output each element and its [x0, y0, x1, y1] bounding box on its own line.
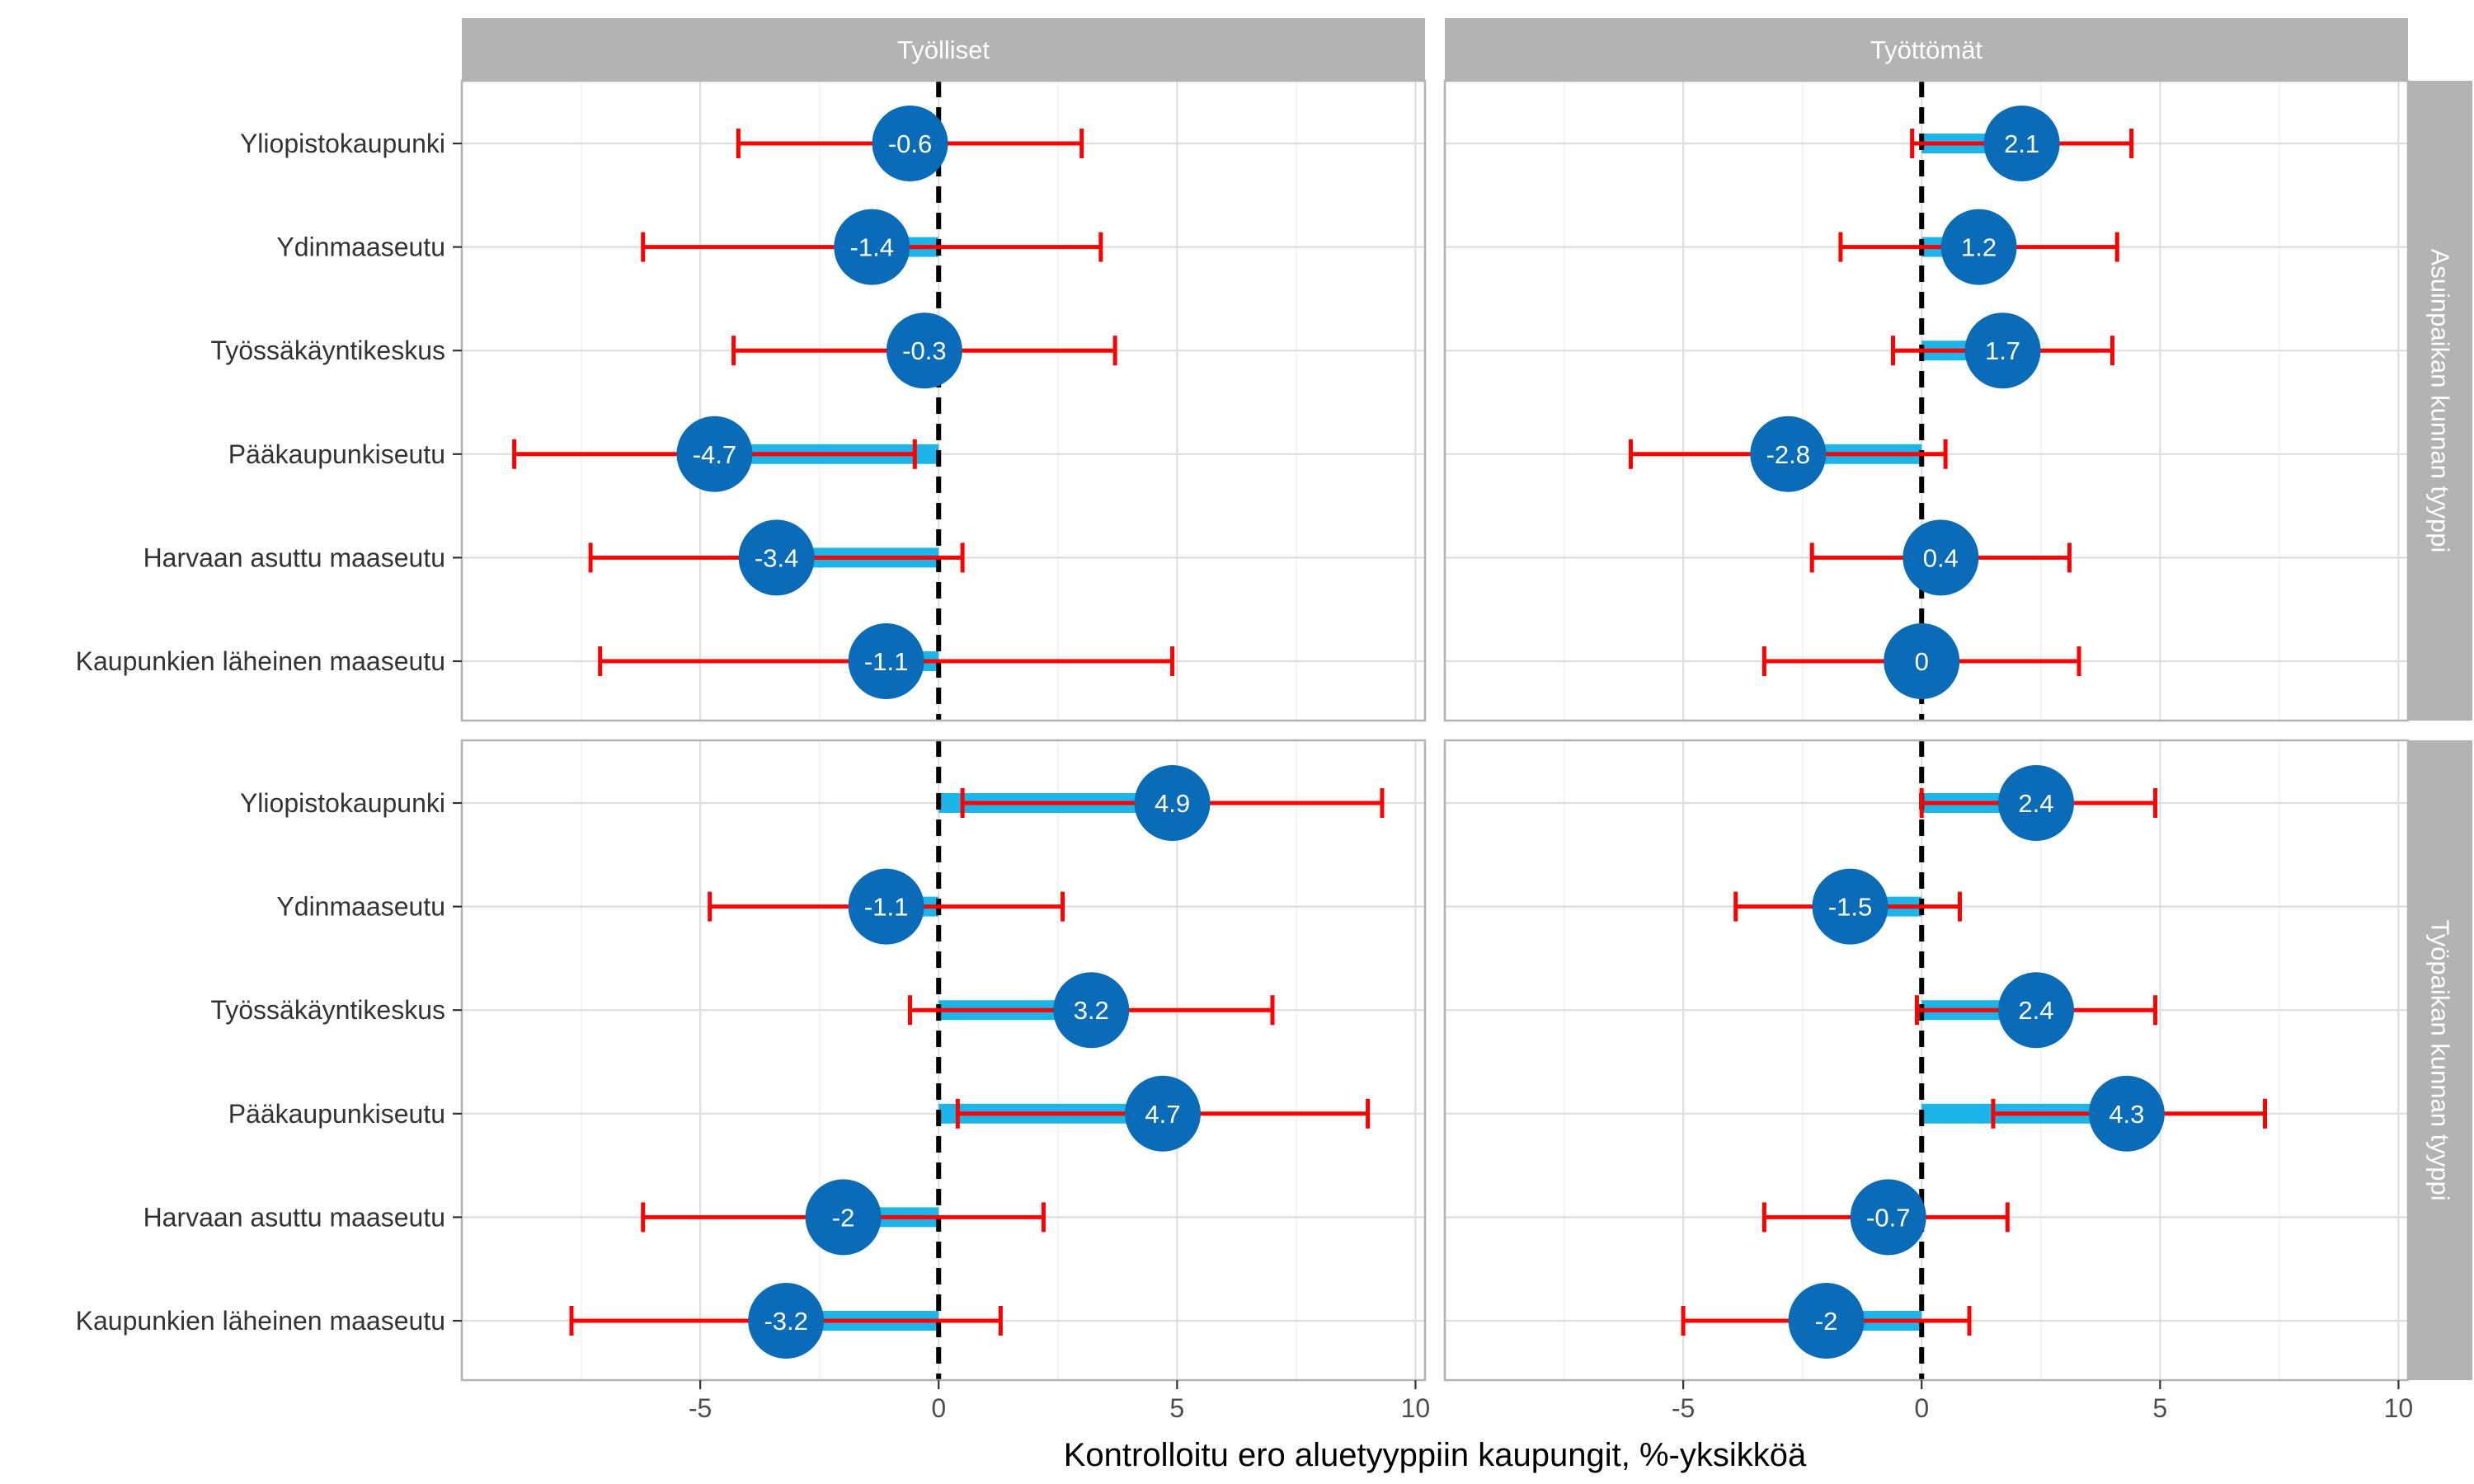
value-label-tyottomat-asuinpaikan-kunnan-tyyppi-paakaupunkiseutu: -2.8 — [1766, 440, 1810, 469]
category-label-paakaupunkiseutu: Pääkaupunkiseutu — [228, 439, 445, 469]
value-label-tyolliset-asuinpaikan-kunnan-tyyppi-paakaupunkiseutu: -4.7 — [693, 440, 736, 469]
category-label-kaupunkien-laheinen-maaseutu: Kaupunkien läheinen maaseutu — [76, 646, 445, 676]
point-tyolliset-tyopaikan-kunnan-tyyppi-harvaan-asuttu-maaseutu — [805, 1179, 882, 1256]
point-tyolliset-tyopaikan-kunnan-tyyppi-ydinmaaseutu — [848, 868, 924, 945]
x-axis-title: Kontrolloitu ero aluetyyppiin kaupungit,… — [1064, 1437, 1807, 1473]
value-label-tyolliset-asuinpaikan-kunnan-tyyppi-tyossakayntikeskus: -0.3 — [902, 336, 946, 365]
value-label-tyolliset-asuinpaikan-kunnan-tyyppi-yliopistokaupunki: -0.6 — [888, 129, 932, 158]
category-label-yliopistokaupunki: Yliopistokaupunki — [240, 788, 445, 818]
value-label-tyottomat-asuinpaikan-kunnan-tyyppi-tyossakayntikeskus: 1.7 — [1985, 336, 2020, 365]
value-label-tyolliset-tyopaikan-kunnan-tyyppi-yliopistokaupunki: 4.9 — [1155, 789, 1190, 818]
point-tyottomat-asuinpaikan-kunnan-tyyppi-paakaupunkiseutu — [1750, 416, 1827, 492]
category-label-tyossakayntikeskus: Työssäkäyntikeskus — [210, 336, 445, 365]
point-tyottomat-tyopaikan-kunnan-tyyppi-paakaupunkiseutu — [2088, 1075, 2165, 1152]
category-label-yliopistokaupunki: Yliopistokaupunki — [240, 129, 445, 158]
column-strip-tyottomat — [1445, 18, 2408, 81]
panel-background-1-0 — [462, 740, 1425, 1380]
point-tyolliset-tyopaikan-kunnan-tyyppi-yliopistokaupunki — [1134, 765, 1211, 841]
column-strip-tyolliset — [462, 18, 1425, 81]
category-label-harvaan-asuttu-maaseutu: Harvaan asuttu maaseutu — [143, 542, 445, 572]
point-tyottomat-tyopaikan-kunnan-tyyppi-yliopistokaupunki — [1997, 765, 2074, 841]
point-tyottomat-asuinpaikan-kunnan-tyyppi-kaupunkien-laheinen-maaseutu — [1884, 623, 1960, 699]
value-label-tyottomat-tyopaikan-kunnan-tyyppi-yliopistokaupunki: 2.4 — [2018, 789, 2053, 818]
value-label-tyottomat-asuinpaikan-kunnan-tyyppi-ydinmaaseutu: 1.2 — [1961, 233, 1997, 262]
column-strip-label-tyottomat: Työttömät — [1870, 35, 1982, 64]
panel-border — [460, 739, 1427, 1382]
point-tyottomat-asuinpaikan-kunnan-tyyppi-tyossakayntikeskus — [1964, 312, 2041, 389]
value-label-tyolliset-tyopaikan-kunnan-tyyppi-paakaupunkiseutu: 4.7 — [1145, 1100, 1180, 1129]
point-tyolliset-asuinpaikan-kunnan-tyyppi-paakaupunkiseutu — [676, 416, 753, 492]
value-label-tyottomat-asuinpaikan-kunnan-tyyppi-kaupunkien-laheinen-maaseutu: 0 — [1915, 647, 1929, 676]
point-tyottomat-tyopaikan-kunnan-tyyppi-harvaan-asuttu-maaseutu — [1850, 1179, 1926, 1256]
column-strip-label-tyolliset: Työlliset — [897, 35, 990, 64]
category-label-kaupunkien-laheinen-maaseutu: Kaupunkien läheinen maaseutu — [76, 1306, 445, 1336]
panel-background-1-1 — [1445, 740, 2408, 1380]
x-tick-label: 5 — [1169, 1393, 1184, 1423]
value-label-tyottomat-tyopaikan-kunnan-tyyppi-tyossakayntikeskus: 2.4 — [2018, 996, 2053, 1025]
category-label-tyossakayntikeskus: Työssäkäyntikeskus — [210, 995, 445, 1025]
value-label-tyolliset-asuinpaikan-kunnan-tyyppi-ydinmaaseutu: -1.4 — [850, 233, 894, 262]
category-label-ydinmaaseutu: Ydinmaaseutu — [276, 232, 445, 262]
row-strip-label-asuinpaikan-kunnan-tyyppi: Asuinpaikan kunnan tyyppi — [2426, 249, 2455, 553]
category-label-ydinmaaseutu: Ydinmaaseutu — [276, 892, 445, 922]
category-label-harvaan-asuttu-maaseutu: Harvaan asuttu maaseutu — [143, 1202, 445, 1232]
point-tyottomat-tyopaikan-kunnan-tyyppi-tyossakayntikeskus — [1997, 972, 2074, 1049]
x-tick-label: -5 — [1672, 1393, 1695, 1423]
x-tick-label: 0 — [1914, 1393, 1929, 1423]
point-tyolliset-asuinpaikan-kunnan-tyyppi-harvaan-asuttu-maaseutu — [738, 519, 815, 596]
row-strip-tyopaikan-kunnan-tyyppi — [2408, 740, 2472, 1380]
point-tyolliset-tyopaikan-kunnan-tyyppi-tyossakayntikeskus — [1053, 972, 1130, 1049]
category-label-paakaupunkiseutu: Pääkaupunkiseutu — [228, 1099, 445, 1129]
x-tick-label: 5 — [2152, 1393, 2167, 1423]
value-label-tyottomat-tyopaikan-kunnan-tyyppi-ydinmaaseutu: -1.5 — [1828, 893, 1872, 922]
value-label-tyolliset-asuinpaikan-kunnan-tyyppi-harvaan-asuttu-maaseutu: -3.4 — [755, 543, 798, 572]
value-label-tyottomat-asuinpaikan-kunnan-tyyppi-harvaan-asuttu-maaseutu: 0.4 — [1923, 543, 1959, 572]
point-tyottomat-tyopaikan-kunnan-tyyppi-ydinmaaseutu — [1812, 868, 1888, 945]
point-tyolliset-asuinpaikan-kunnan-tyyppi-kaupunkien-laheinen-maaseutu — [848, 623, 924, 699]
value-label-tyolliset-tyopaikan-kunnan-tyyppi-tyossakayntikeskus: 3.2 — [1074, 996, 1109, 1025]
value-label-tyottomat-asuinpaikan-kunnan-tyyppi-yliopistokaupunki: 2.1 — [2004, 129, 2039, 158]
point-tyottomat-asuinpaikan-kunnan-tyyppi-harvaan-asuttu-maaseutu — [1903, 519, 1979, 596]
panel-background-0-0 — [462, 81, 1425, 721]
panel-background-0-1 — [1445, 81, 2408, 721]
value-label-tyottomat-tyopaikan-kunnan-tyyppi-harvaan-asuttu-maaseutu: -0.7 — [1866, 1203, 1910, 1232]
value-label-tyolliset-tyopaikan-kunnan-tyyppi-kaupunkien-laheinen-maaseutu: -3.2 — [764, 1307, 807, 1336]
point-tyottomat-tyopaikan-kunnan-tyyppi-kaupunkien-laheinen-maaseutu — [1788, 1283, 1865, 1359]
value-label-tyolliset-asuinpaikan-kunnan-tyyppi-kaupunkien-laheinen-maaseutu: -1.1 — [864, 647, 908, 676]
x-tick-label: 10 — [2384, 1393, 2414, 1423]
x-tick-label: -5 — [689, 1393, 712, 1423]
row-strip-asuinpaikan-kunnan-tyyppi — [2408, 81, 2472, 721]
value-label-tyottomat-tyopaikan-kunnan-tyyppi-kaupunkien-laheinen-maaseutu: -2 — [1815, 1307, 1838, 1336]
row-strip-label-tyopaikan-kunnan-tyyppi: Työpaikan kunnan tyyppi — [2426, 919, 2455, 1200]
x-tick-label: 10 — [1401, 1393, 1431, 1423]
point-tyolliset-asuinpaikan-kunnan-tyyppi-ydinmaaseutu — [834, 209, 910, 285]
value-label-tyolliset-tyopaikan-kunnan-tyyppi-ydinmaaseutu: -1.1 — [864, 893, 908, 922]
point-tyottomat-asuinpaikan-kunnan-tyyppi-yliopistokaupunki — [1983, 106, 2060, 181]
point-tyottomat-asuinpaikan-kunnan-tyyppi-ydinmaaseutu — [1940, 209, 2017, 285]
x-tick-label: 0 — [931, 1393, 946, 1423]
value-label-tyottomat-tyopaikan-kunnan-tyyppi-paakaupunkiseutu: 4.3 — [2109, 1100, 2144, 1129]
point-tyolliset-asuinpaikan-kunnan-tyyppi-yliopistokaupunki — [872, 106, 948, 181]
point-tyolliset-tyopaikan-kunnan-tyyppi-paakaupunkiseutu — [1124, 1075, 1201, 1152]
point-tyolliset-tyopaikan-kunnan-tyyppi-kaupunkien-laheinen-maaseutu — [748, 1283, 825, 1359]
point-tyolliset-asuinpaikan-kunnan-tyyppi-tyossakayntikeskus — [886, 312, 962, 389]
value-label-tyolliset-tyopaikan-kunnan-tyyppi-harvaan-asuttu-maaseutu: -2 — [832, 1203, 855, 1232]
